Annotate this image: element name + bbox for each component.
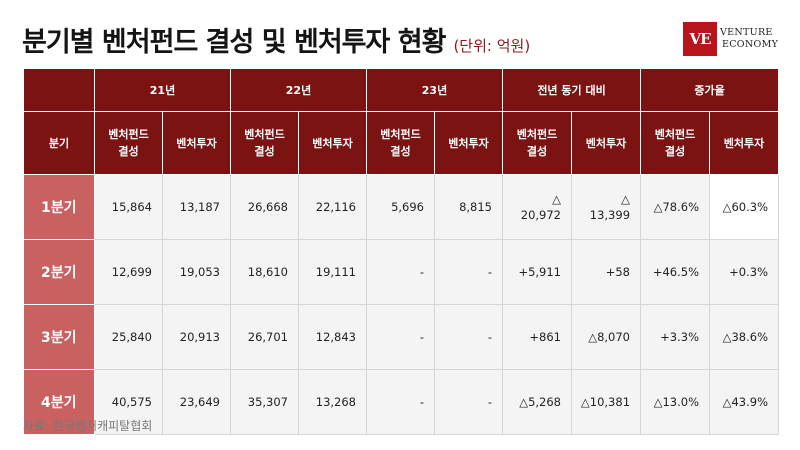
table-cell: 22,116 [298,174,367,240]
table-cell: 15,864 [94,174,163,240]
column-header: 벤처펀드 결성 [366,111,435,175]
column-header: 벤처펀드 결성 [230,111,299,175]
group-header: 22년 [230,68,367,112]
table-cell: 20,913 [162,304,231,370]
corner-cell [23,68,95,112]
quarter-label: 2분기 [23,239,95,305]
table-cell: - [434,239,503,305]
quarter-label: 3분기 [23,304,95,370]
table-cell: 26,701 [230,304,299,370]
table-cell: +46.5% [640,239,711,305]
table-cell: 26,668 [230,174,299,240]
table-row: 4분기 40,575 23,649 35,307 13,268- - △5,268 △10,3… [23,369,780,435]
table-cell: 19,053 [162,239,231,305]
table-row: 1분기 15,864 13,187 26,668 22,116 5,696 8,815 △ 2… [23,174,780,240]
investment-table: 21년 22년 23년 전년 동기 대비 증가율 분기 벤처펀드 결성 벤처투자 벤… [23,68,780,435]
table-cell: 18,610 [230,239,299,305]
table-cell: +0.3% [709,239,780,305]
table-cell: +861 [502,304,572,370]
table-cell: 5,696 [366,174,435,240]
table-cell: △ 13,399 [570,174,642,240]
logo-line2: ECONOMY [722,39,779,50]
table-cell: - [366,239,435,305]
table-cell: △60.3% [709,174,780,240]
table-cell: 35,307 [230,369,299,435]
column-header: 벤처투자 [570,111,642,175]
page-title: 분기별 벤처펀드 결성 및 벤처투자 현황 [22,27,446,58]
table-cell: 12,699 [94,239,163,305]
column-header: 벤처펀드 결성 [502,111,572,175]
table-cell: 23,649 [162,369,231,435]
unit-label: (단위: 억원) [453,37,531,55]
group-header: 23년 [366,68,503,112]
table-cell: +5,911 [502,239,572,305]
group-header: 증가율 [640,68,780,112]
table-cell: △78.6% [640,174,711,240]
table-cell: △5,268 [502,369,572,435]
table-cell: 12,843 [298,304,367,370]
table-cell: 8,815 [434,174,503,240]
column-header: 벤처펀드 결성 [94,111,163,175]
column-header: 벤처투자 [162,111,231,175]
table-cell: △10,381 [570,369,642,435]
logo-line1: VENTURE [720,27,773,38]
table-row: 2분기 12,699 19,053 18,610 19,111- - +5,911 +58 +4… [23,239,780,305]
table-cell: △8,070 [570,304,642,370]
table-cell: △43.9% [709,369,780,435]
table-cell: - [366,369,435,435]
table-cell: - [434,304,503,370]
table-cell: 25,840 [94,304,163,370]
table-cell: △ 20,972 [502,174,572,240]
column-header: 벤처투자 [298,111,367,175]
table-cell: △13.0% [640,369,711,435]
group-header: 21년 [94,68,231,112]
table-cell: - [366,304,435,370]
quarter-header: 분기 [23,111,95,175]
quarter-label: 1분기 [23,174,95,240]
table-cell: - [434,369,503,435]
column-header: 벤처투자 [434,111,503,175]
table-cell: +58 [570,239,642,305]
column-header: 벤처펀드 결성 [640,111,711,175]
column-header: 벤처투자 [709,111,780,175]
table-cell: +3.3% [640,304,711,370]
table-cell: 13,268 [298,369,367,435]
group-header: 전년 동기 대비 [501,68,642,112]
table-cell: 13,187 [162,174,231,240]
table-row: 3분기 25,840 20,913 26,701 12,843- - +861 △8,070 +… [23,304,780,370]
table-cell: △38.6% [709,304,780,370]
table-cell: 19,111 [298,239,367,305]
quarter-label: 4분기 [23,369,95,435]
source-note: 자료: 한국벤처캐피탈협회 [23,419,153,433]
table-cell: 40,575 [94,369,163,435]
logo-mark-icon: VE [683,22,717,56]
venture-economy-logo: VE VENTURE ECONOMY [683,22,778,56]
